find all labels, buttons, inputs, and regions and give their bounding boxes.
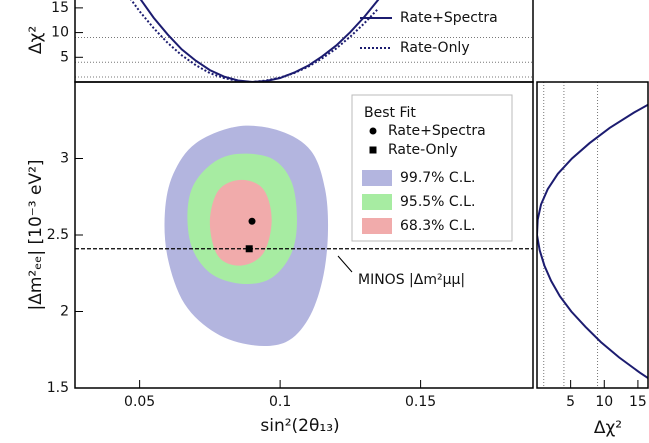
y-tick-label: 15 — [51, 0, 69, 16]
x-tick-label: 0.05 — [124, 394, 155, 410]
chi2-curve — [139, 0, 380, 82]
reference-label: MINOS |Δm²μμ| — [358, 272, 465, 288]
legend-box — [351, 94, 513, 242]
legend-label: Rate-Only — [388, 142, 458, 158]
chi2-curve — [537, 103, 648, 380]
legend-label: Rate+Spectra — [400, 10, 498, 26]
y-tick-label: 10 — [51, 25, 69, 41]
legend-title: Best Fit — [364, 105, 416, 121]
right-x-axis-label: Δχ² — [594, 418, 622, 438]
legend-label: 68.3% C.L. — [400, 218, 475, 234]
legend-label: 95.5% C.L. — [400, 194, 475, 210]
y-axis-label: |Δm²ₑₑ| [10⁻³ eV²] — [26, 159, 46, 310]
legend-swatch — [362, 170, 392, 186]
best-fit-point — [245, 245, 253, 253]
panel-frame — [74, 0, 534, 83]
y-tick-label: 1.5 — [47, 380, 69, 396]
y-tick-label: 5 — [60, 49, 69, 65]
y-tick-label: 2 — [60, 304, 69, 320]
x-tick-label: 15 — [629, 394, 647, 410]
plot-area — [75, 0, 533, 82]
x-axis-label: sin²(2θ₁₃) — [260, 416, 339, 436]
legend-swatch — [362, 194, 392, 210]
annotation-arrow — [337, 255, 353, 273]
top-y-axis-label: Δχ² — [26, 26, 46, 54]
best-fit-point — [248, 217, 256, 225]
x-tick-label: 5 — [566, 394, 575, 410]
plot-area — [75, 125, 533, 347]
x-tick-label: 0.1 — [269, 394, 291, 410]
y-tick-label: 2.5 — [47, 227, 69, 243]
legend-marker — [369, 127, 377, 135]
plot-area — [537, 82, 648, 388]
x-tick-label: 0.15 — [405, 394, 436, 410]
chi2-curve — [130, 0, 380, 82]
panel-frame — [536, 81, 649, 389]
legend-swatch — [362, 218, 392, 234]
confidence-region — [209, 179, 272, 266]
legend-marker — [369, 146, 377, 154]
x-tick-label: 10 — [595, 394, 613, 410]
y-tick-label: 3 — [60, 151, 69, 167]
legend-label: Rate+Spectra — [388, 123, 486, 139]
legend-label: Rate-Only — [400, 40, 470, 56]
plot-layer: MINOS |Δm²μμ| Best Fit Rate+Spectra Rate-On… — [47, 0, 649, 410]
legend-label: 99.7% C.L. — [400, 170, 475, 186]
